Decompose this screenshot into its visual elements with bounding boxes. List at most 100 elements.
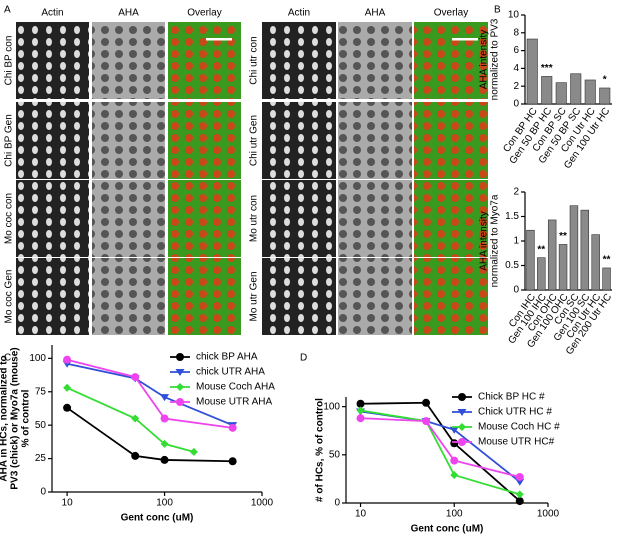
bar [570, 73, 582, 105]
micrograph [16, 102, 89, 179]
micrograph [168, 180, 241, 257]
point [450, 456, 459, 465]
bar [537, 257, 546, 291]
micrograph [92, 22, 165, 99]
bar [526, 229, 535, 291]
x-tick-label: 10 [62, 498, 74, 509]
panel-letter: A [4, 5, 11, 16]
y-axis-title: normalized to PV3 [490, 18, 501, 100]
legend-marker [176, 383, 184, 391]
y-tick-label: 0 [513, 285, 519, 296]
legend-marker [458, 423, 466, 431]
legend-marker [458, 438, 466, 446]
legend-label: Mouse Coch AHA [196, 382, 275, 393]
y-axis-title: normalized to Myo7a [490, 194, 501, 287]
y-tick-label: 50 [329, 449, 341, 460]
significance: *** [541, 63, 553, 74]
bar [584, 79, 596, 105]
significance: ** [537, 244, 545, 255]
micrograph [168, 22, 241, 99]
legend-label: Mouse Coch HC # [478, 422, 560, 433]
point [515, 490, 524, 499]
point [422, 417, 431, 426]
y-tick-label: 6 [513, 45, 519, 56]
point [189, 447, 198, 456]
y-tick-label: 10 [508, 10, 520, 21]
bar [599, 87, 611, 105]
point [160, 394, 170, 402]
y-tick-label: 0 [334, 498, 340, 509]
point [228, 457, 237, 466]
column-header: Actin [288, 8, 310, 19]
y-axis-title: AHA in HCs, normalized to [0, 355, 10, 481]
legend-label: Chick BP HC # [478, 392, 545, 403]
bar [526, 38, 538, 105]
micrograph [262, 180, 336, 257]
legend-label: chick BP AHA [196, 352, 258, 363]
row-label: Mo utr con [249, 195, 260, 242]
x-tick-label: 1000 [251, 498, 274, 509]
x-tick-label: 1000 [537, 509, 560, 520]
y-axis-title: AHA intensity [479, 211, 490, 270]
y-tick-label: 1 [513, 236, 519, 247]
point [356, 406, 365, 415]
point [131, 373, 140, 382]
x-tick-label: 100 [156, 498, 173, 509]
point [63, 403, 72, 412]
point [356, 399, 365, 408]
legend-label: chick UTR AHA [196, 367, 265, 378]
panel-letter: C [4, 353, 11, 364]
point [422, 398, 431, 407]
series-line [66, 386, 195, 453]
series-line [66, 358, 233, 429]
row-label: Mo coc Gen [4, 270, 15, 324]
point [450, 439, 459, 448]
point [515, 478, 525, 486]
point [449, 426, 459, 434]
significance: ** [559, 231, 567, 242]
column-header: AHA [118, 8, 139, 19]
micrograph [16, 22, 89, 99]
significance: * [603, 75, 607, 86]
y-tick-label: 75 [35, 386, 47, 397]
micrograph [16, 180, 89, 257]
micrograph [414, 258, 488, 335]
legend-label: Chick UTR HC # [478, 407, 552, 418]
row-label: Chi utr con [249, 36, 260, 84]
legend-marker [458, 393, 466, 401]
y-tick-label: 0 [40, 487, 46, 498]
bar [569, 205, 579, 291]
series-line [66, 362, 234, 427]
point [160, 439, 169, 448]
micrograph [168, 102, 241, 179]
micrograph [16, 258, 89, 335]
bar [580, 209, 590, 291]
legend-marker [175, 369, 185, 376]
panel-letter: B [494, 5, 501, 16]
y-tick-label: 8 [513, 27, 519, 38]
micrograph [262, 22, 336, 99]
column-header: Actin [41, 8, 63, 19]
point [160, 414, 169, 423]
y-tick-label: 2 [513, 187, 519, 198]
x-tick-label: 10 [355, 509, 367, 520]
column-header: Overlay [187, 8, 221, 19]
row-label: Chi BP Gen [4, 114, 15, 167]
point [160, 455, 169, 464]
row-label: Mo utr Gen [249, 271, 260, 321]
legend-marker [176, 398, 184, 406]
legend-label: Mouse UTR HC# [478, 437, 555, 448]
legend-marker [176, 353, 184, 361]
scale-bar [206, 38, 232, 41]
y-tick-label: 1.5 [505, 211, 519, 222]
micrograph [262, 102, 336, 179]
point [450, 471, 459, 480]
bar [541, 76, 553, 105]
point [515, 472, 524, 481]
micrograph [168, 258, 241, 335]
micrograph [92, 180, 165, 257]
point [63, 355, 72, 364]
bar [558, 244, 568, 291]
point [131, 451, 140, 460]
